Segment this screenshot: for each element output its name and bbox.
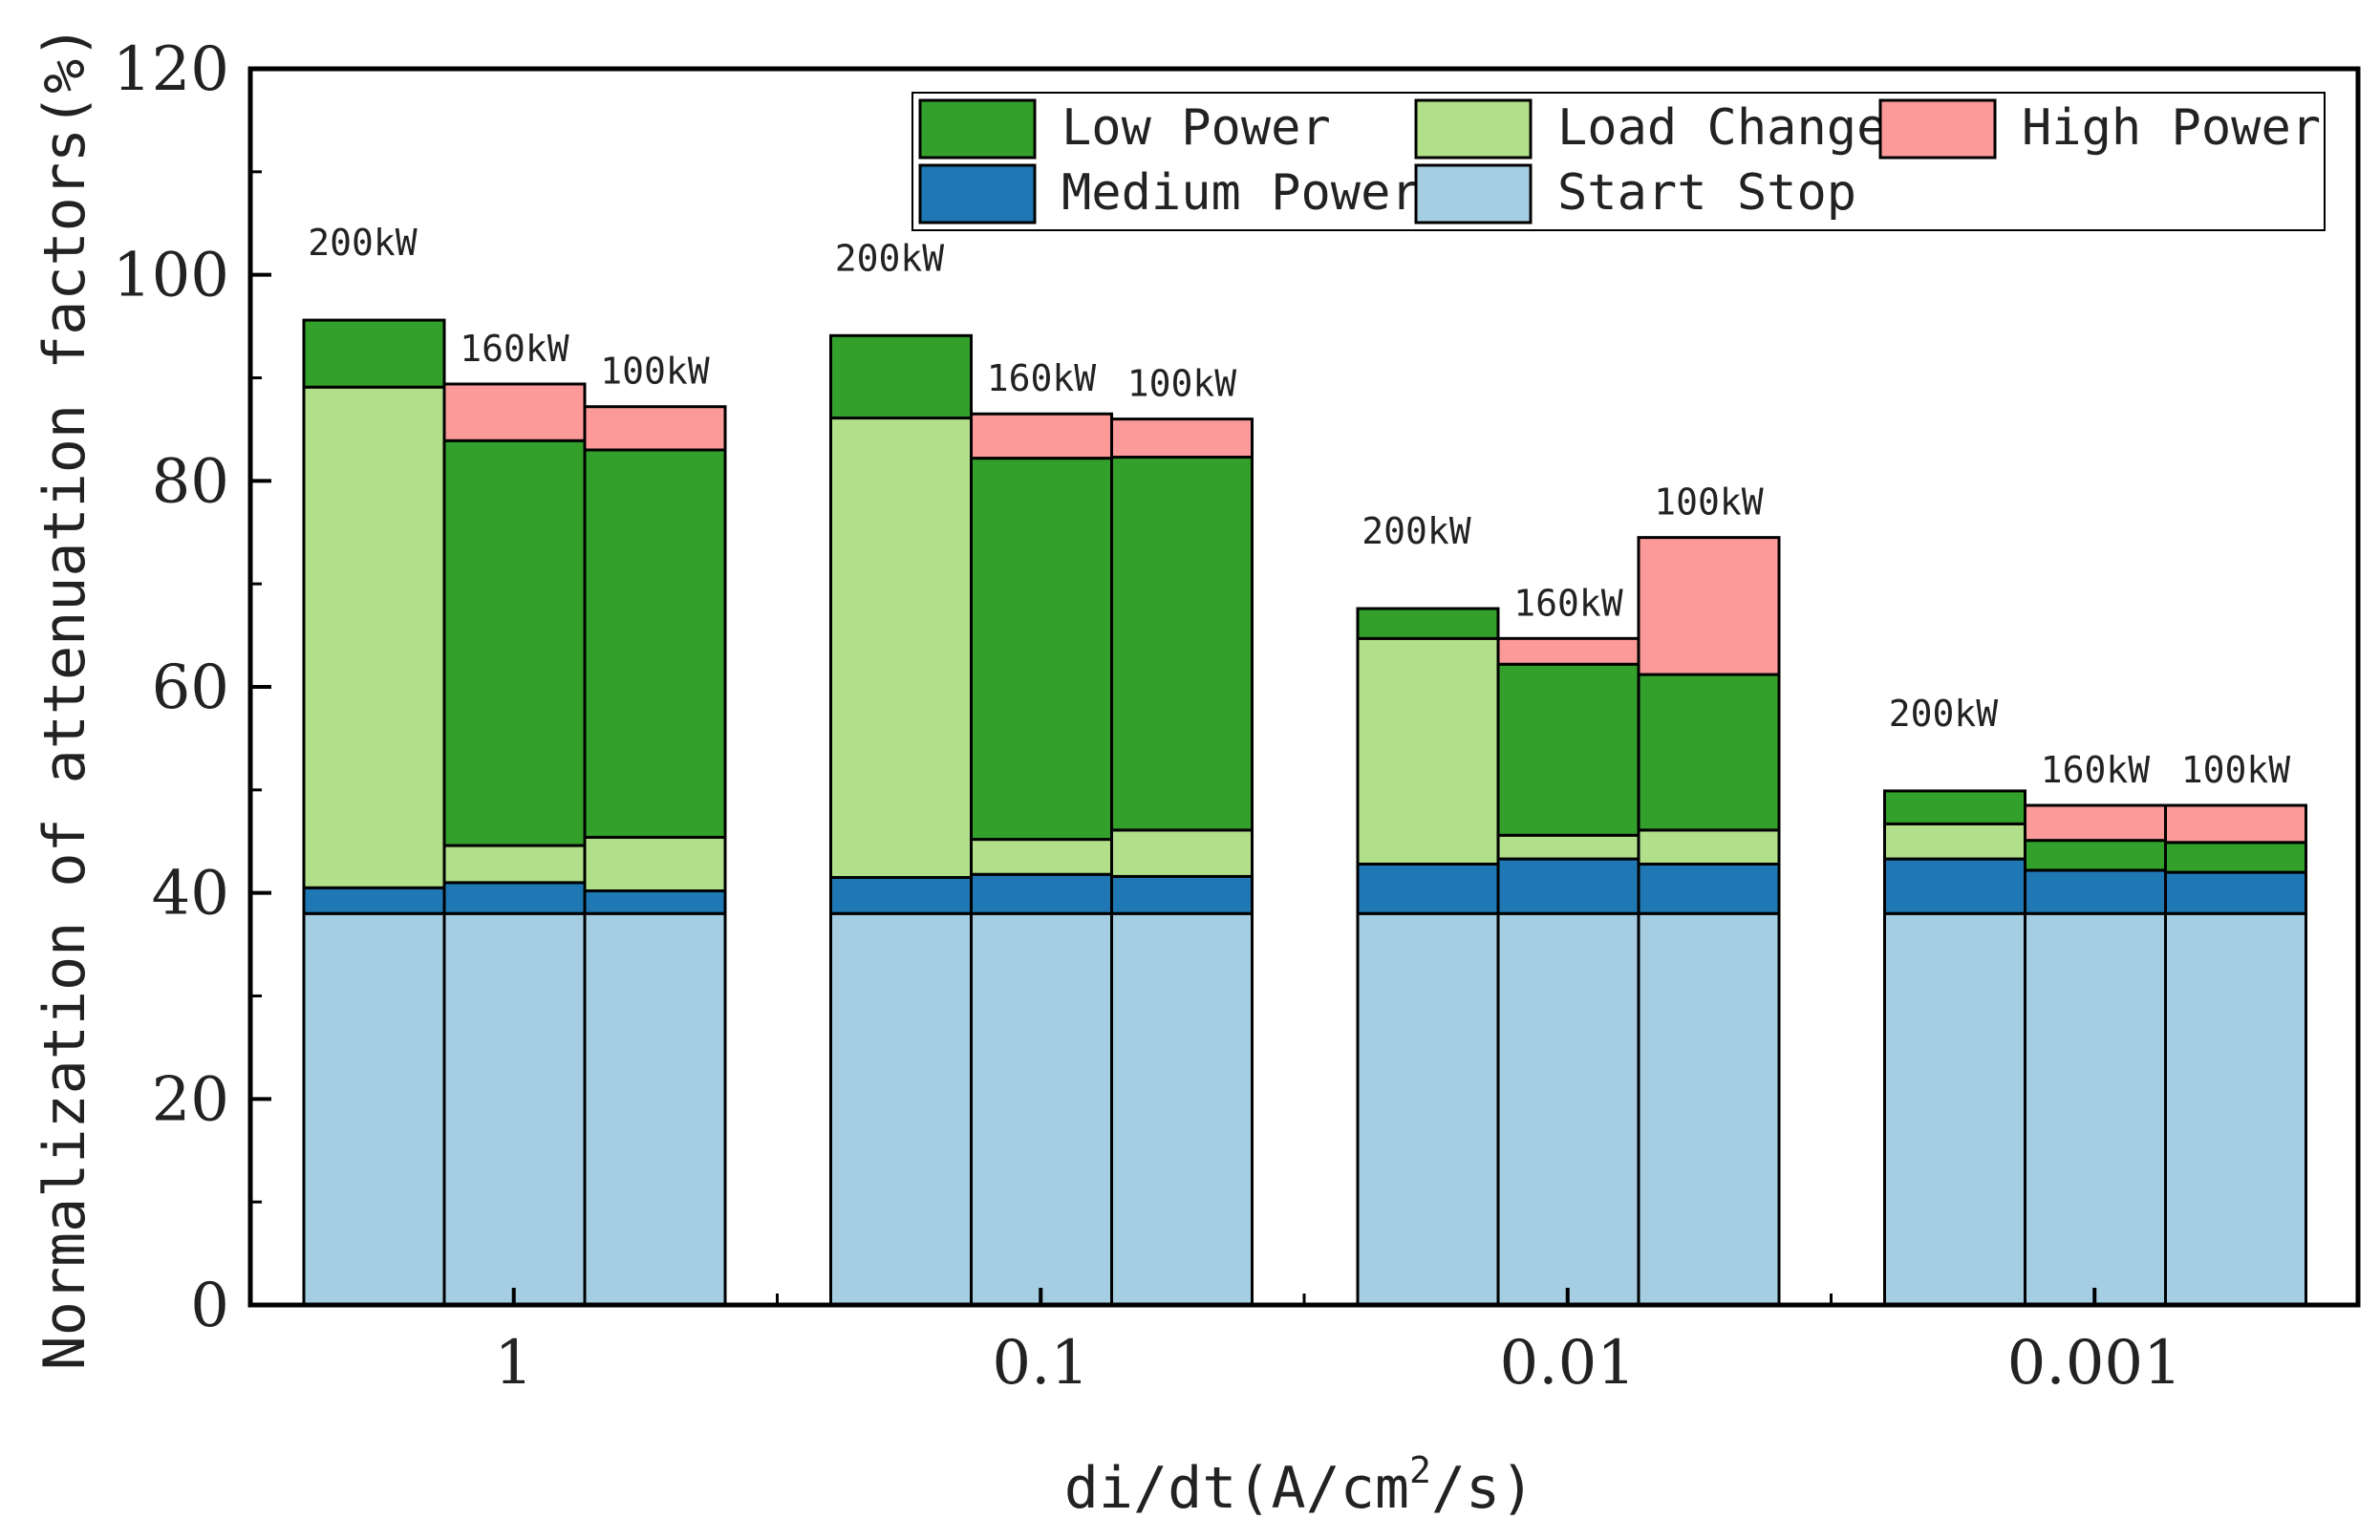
bar-label: 100kW (2181, 749, 2291, 791)
bar-label: 200kW (1362, 510, 1471, 552)
y-tick-label: 20 (152, 1064, 229, 1135)
bar-label: 200kW (308, 222, 418, 264)
bar-segment-start-stop (442, 911, 587, 1307)
bar-segment-start-stop (1356, 911, 1500, 1307)
legend-swatch (918, 163, 1037, 225)
bar-segment-start-stop (829, 911, 973, 1307)
bar-segment-load-change (302, 385, 446, 889)
bar-segment-start-stop (970, 911, 1113, 1307)
bar-segment-medium-power (1496, 857, 1640, 915)
x-tick-label: 0.001 (2007, 1328, 2182, 1399)
bar-label: 160kW (460, 328, 569, 370)
bar-segment-high-power (1496, 636, 1640, 666)
bar-segment-start-stop (2024, 911, 2167, 1307)
bar-segment-low-power (1637, 673, 1781, 832)
bar-segment-low-power (583, 448, 727, 839)
bar-segment-low-power (442, 438, 587, 847)
bar-segment-high-power (583, 405, 727, 452)
bar-label: 160kW (1513, 582, 1623, 624)
y-tick-label: 0 (190, 1271, 229, 1341)
legend: Low Power Load Change High Power Medium Pow… (911, 92, 2326, 231)
y-tick-label: 120 (113, 34, 229, 105)
bar-segment-medium-power (1110, 874, 1254, 915)
bar-segment-medium-power (1883, 857, 2026, 915)
bar-segment-medium-power (970, 872, 1113, 915)
y-axis-title: Normalization of attenuation factors(%) (32, 25, 98, 1371)
bar-segment-start-stop (1637, 911, 1781, 1307)
bar-segment-medium-power (2024, 868, 2167, 915)
bar-label: 200kW (835, 237, 945, 279)
bar-segment-low-power (1496, 662, 1640, 837)
bar-segment-start-stop (302, 911, 446, 1307)
bars-layer (302, 318, 2307, 1307)
legend-label: Load Change (1557, 99, 1886, 157)
x-axis-title: di/dt(A/cm2/s) (1064, 1449, 1535, 1522)
bar-segment-medium-power (583, 889, 727, 915)
bar-segment-medium-power (829, 875, 973, 915)
bar-label: 100kW (600, 351, 710, 393)
bar-segment-start-stop (1496, 911, 1640, 1307)
legend-swatch (1414, 163, 1533, 225)
bar-segment-load-change (970, 838, 1113, 876)
bar-segment-load-change (1356, 636, 1500, 866)
bar-segment-low-power (1883, 789, 2026, 825)
bar-label: 160kW (987, 357, 1097, 399)
bar-segment-medium-power (442, 881, 587, 915)
legend-label: Start Stop (1557, 164, 1856, 222)
y-tick-label: 80 (152, 446, 229, 517)
bar-segment-start-stop (1883, 911, 2026, 1307)
bar-label: 100kW (1654, 481, 1764, 524)
y-tick-label: 40 (152, 859, 229, 930)
bar-segment-load-change (442, 844, 587, 885)
legend-swatch (1878, 98, 1997, 160)
bar-segment-load-change (829, 417, 973, 879)
bar-segment-start-stop (583, 911, 727, 1307)
bar-labels-layer: 200kW 160kW 100kW 200kW 160kW 100kW 200kW 160kW… (308, 222, 2290, 791)
legend-swatch (918, 98, 1037, 160)
bar-segment-low-power (970, 457, 1113, 842)
bar-label: 200kW (1889, 693, 1999, 735)
bar-segment-high-power (442, 382, 587, 442)
bar-segment-load-change (583, 835, 727, 893)
bar-segment-low-power (2164, 841, 2307, 874)
legend-label: Low Power (1061, 99, 1331, 157)
bar-segment-low-power (302, 318, 446, 389)
bar-segment-medium-power (1637, 862, 1781, 915)
y-tick-label: 100 (113, 241, 229, 311)
x-tick-label: 1 (494, 1328, 533, 1399)
bar-segment-high-power (2164, 803, 2307, 845)
bar-segment-load-change (1110, 828, 1254, 878)
bar-segment-load-change (1496, 833, 1640, 861)
bar-segment-medium-power (2164, 870, 2307, 915)
bar-segment-start-stop (2164, 911, 2307, 1307)
bar-segment-medium-power (302, 886, 446, 915)
bar-segment-low-power (2024, 839, 2167, 872)
bar-segment-high-power (970, 412, 1113, 460)
bar-segment-medium-power (1356, 862, 1500, 915)
bar-segment-low-power (1110, 456, 1254, 832)
bar-label: 100kW (1127, 363, 1237, 405)
bar-segment-low-power (829, 333, 973, 420)
legend-label: Medium Power (1061, 164, 1421, 222)
x-tick-label: 0.1 (992, 1328, 1089, 1399)
bar-segment-high-power (1637, 536, 1781, 676)
bar-segment-start-stop (1110, 911, 1254, 1307)
bar-segment-high-power (1110, 417, 1254, 460)
bar-segment-high-power (2024, 803, 2167, 843)
bar-label: 160kW (2041, 749, 2151, 791)
legend-swatch (1414, 98, 1533, 160)
axes-layer: 1 0.1 0.01 0.001 0 20 40 60 80 100 120 (113, 34, 2361, 1399)
legend-label: High Power (2022, 99, 2321, 157)
x-tick-label: 0.01 (1500, 1328, 1637, 1399)
bar-segment-load-change (1637, 828, 1781, 866)
legend-box (911, 92, 2326, 231)
bar-segment-load-change (1883, 822, 2026, 861)
bar-segment-low-power (1356, 607, 1500, 640)
y-tick-label: 60 (152, 652, 229, 723)
